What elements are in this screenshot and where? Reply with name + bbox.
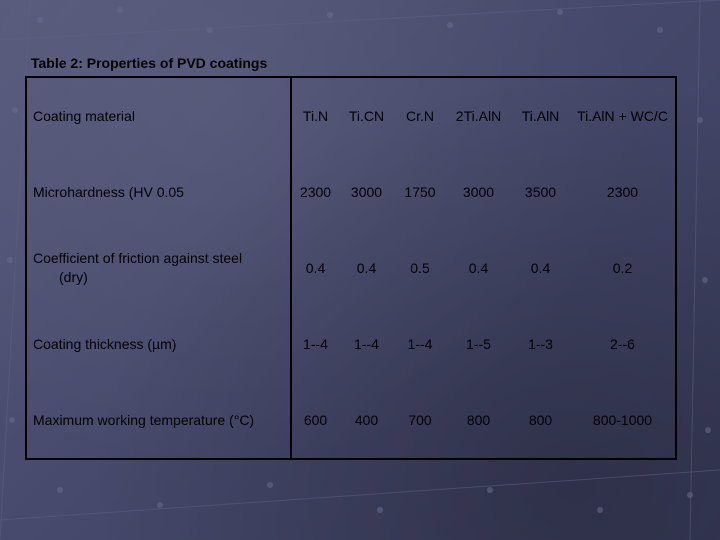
table-cell: 400 xyxy=(339,382,394,460)
table-row: Coating thickness (µm) 1--4 1--4 1--4 1-… xyxy=(25,306,677,382)
header-row: Coating material Ti.N Ti.CN Cr.N 2Ti.AlN… xyxy=(25,76,677,154)
row-label: Coefficient of friction against steel (d… xyxy=(25,230,292,306)
column-header: Ti.N xyxy=(291,76,339,154)
table-cell: 600 xyxy=(291,382,339,460)
column-header: Ti.CN xyxy=(339,76,394,154)
column-header: 2Ti.AlN xyxy=(446,76,511,154)
table-cell: 3000 xyxy=(462,184,495,200)
table-cell: 3000 xyxy=(350,184,383,200)
table-cell: 1--3 xyxy=(528,336,553,352)
row-label-line2: (dry) xyxy=(59,269,88,285)
table-cell: 800 xyxy=(446,382,511,460)
table-row: Microhardness (HV 0.05 2300 3000 1750 30… xyxy=(25,154,677,230)
column-header: Cr.N xyxy=(394,76,446,154)
row-label: Coating thickness (µm) xyxy=(25,306,292,382)
row-label: Coating material xyxy=(25,76,292,154)
table-cell: 2300 xyxy=(299,184,332,200)
table-cell: 800-1000 xyxy=(570,382,677,460)
table-row: Coefficient of friction against steel (d… xyxy=(25,230,677,306)
table-row: Maximum working temperature (°C) 600 400… xyxy=(25,382,677,460)
table-cell: 0.4 xyxy=(530,260,551,276)
pvd-properties-table: Coating material Ti.N Ti.CN Cr.N 2Ti.AlN… xyxy=(25,76,677,460)
column-header: Ti.AlN + WC/C xyxy=(570,76,677,154)
table-cell: 0.4 xyxy=(305,260,326,276)
table-cell: 0.4 xyxy=(356,260,377,276)
table-caption: Table 2: Properties of PVD coatings xyxy=(31,55,268,71)
row-label: Maximum working temperature (°C) xyxy=(25,382,292,460)
table-cell: 3500 xyxy=(524,184,557,200)
table-cell: 1--4 xyxy=(407,336,433,352)
table-cell: 2--6 xyxy=(570,306,677,382)
table-cell: 1750 xyxy=(404,184,436,200)
table-cell: 0.4 xyxy=(468,260,489,276)
table-cell: 1--5 xyxy=(466,336,491,352)
table-cell: 2300 xyxy=(570,154,677,230)
column-header: Ti.AlN xyxy=(511,76,570,154)
table-cell: 0.5 xyxy=(410,260,430,276)
row-label-line1: Coefficient of friction against steel xyxy=(33,250,243,266)
row-label: Microhardness (HV 0.05 xyxy=(25,154,292,230)
table-cell: 0.2 xyxy=(570,230,677,306)
table-cell: 700 xyxy=(394,382,446,460)
table-cell: 800 xyxy=(511,382,570,460)
table-cell: 1--4 xyxy=(354,336,379,352)
table-cell: 1--4 xyxy=(303,336,328,352)
